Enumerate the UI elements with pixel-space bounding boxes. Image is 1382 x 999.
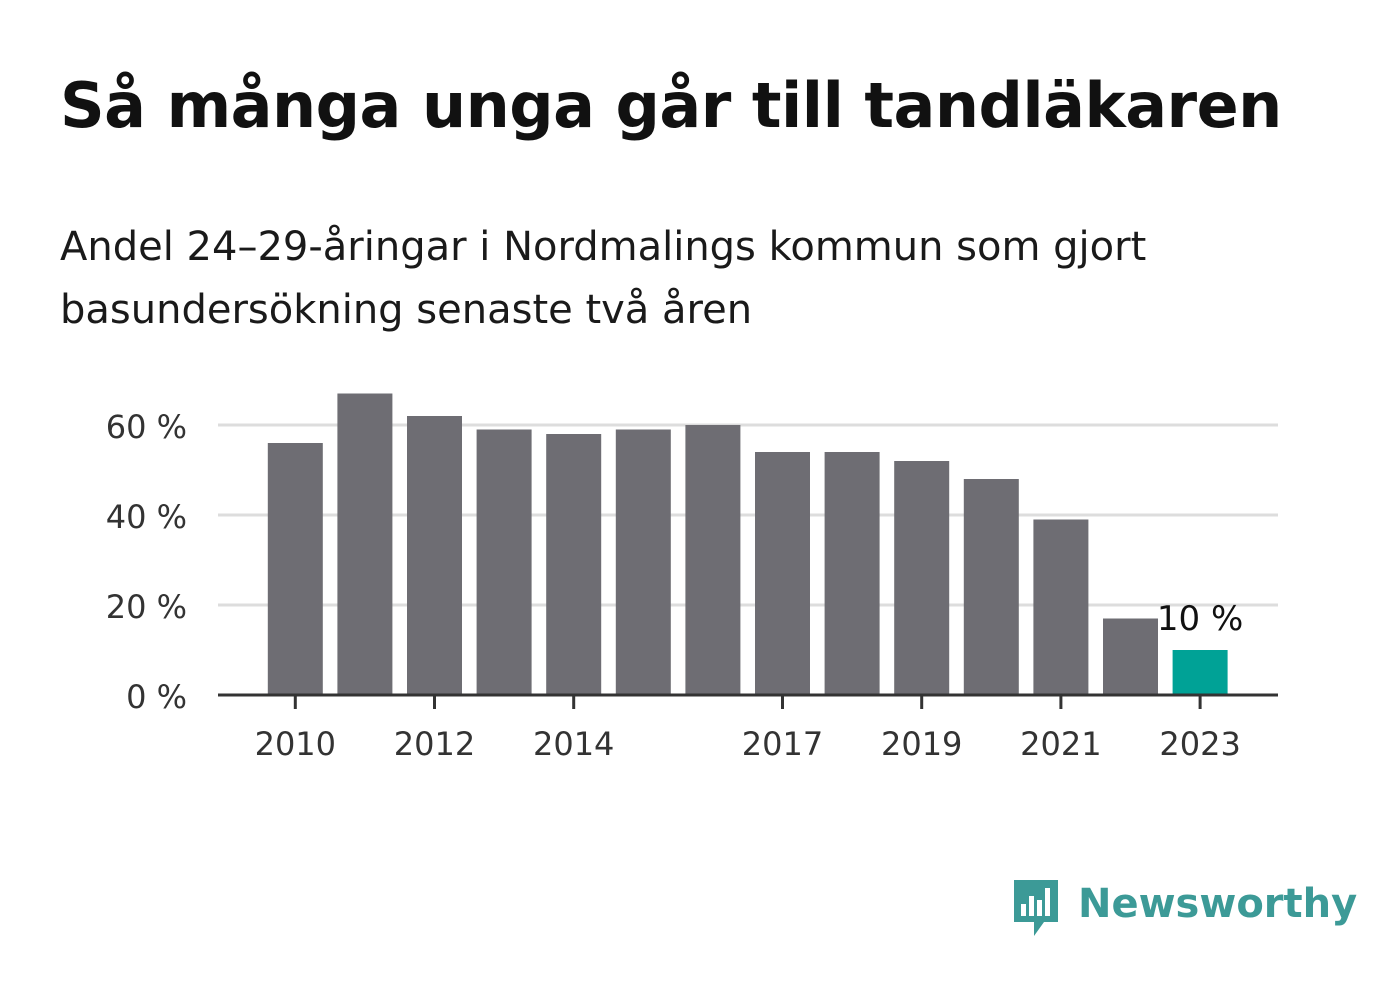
x-axis-ticks: 2010 2012 2014 2017 2019 2021 2023 bbox=[255, 695, 1241, 763]
newsworthy-logo-icon bbox=[1014, 880, 1058, 936]
chart-subtitle: Andel 24–29-åringar i Nordmalings kommun… bbox=[60, 224, 1147, 333]
x-tick-label: 2021 bbox=[1020, 725, 1101, 763]
y-tick-label: 40 % bbox=[106, 498, 187, 536]
bar-2021 bbox=[1033, 519, 1089, 695]
brand-name: Newsworthy bbox=[1078, 881, 1358, 927]
bar-2011 bbox=[337, 393, 393, 695]
bar-2017 bbox=[755, 452, 810, 695]
x-tick-label: 2014 bbox=[533, 725, 614, 763]
bar-2023 bbox=[1172, 650, 1228, 695]
bar-2022 bbox=[1103, 618, 1158, 695]
y-tick-label: 60 % bbox=[106, 408, 187, 446]
x-tick-label: 2010 bbox=[255, 725, 336, 763]
chart-title: Så många unga går till tandläkaren bbox=[60, 69, 1282, 142]
bar-2015 bbox=[615, 429, 671, 695]
bar-2018 bbox=[824, 452, 880, 695]
y-tick-label: 20 % bbox=[106, 588, 187, 626]
data-label: 10 % bbox=[1157, 599, 1243, 639]
bar-2020 bbox=[963, 479, 1019, 695]
bar-2016 bbox=[685, 425, 741, 695]
bar-2014 bbox=[546, 434, 602, 695]
bar-2013 bbox=[476, 429, 532, 695]
y-tick-label: 0 % bbox=[126, 678, 187, 716]
x-tick-label: 2017 bbox=[742, 725, 823, 763]
bar-2019 bbox=[894, 461, 950, 695]
data-labels: 10 % bbox=[1157, 599, 1243, 639]
y-axis-labels: 0 % 20 % 40 % 60 % bbox=[106, 408, 187, 716]
x-tick-label: 2012 bbox=[394, 725, 475, 763]
bars bbox=[267, 393, 1228, 695]
brand-logo: Newsworthy bbox=[1010, 876, 1357, 942]
x-tick-label: 2023 bbox=[1159, 725, 1240, 763]
bar-2012 bbox=[407, 416, 462, 695]
x-tick-label: 2019 bbox=[881, 725, 962, 763]
bar-2010 bbox=[267, 443, 323, 695]
gridlines bbox=[218, 423, 1278, 607]
